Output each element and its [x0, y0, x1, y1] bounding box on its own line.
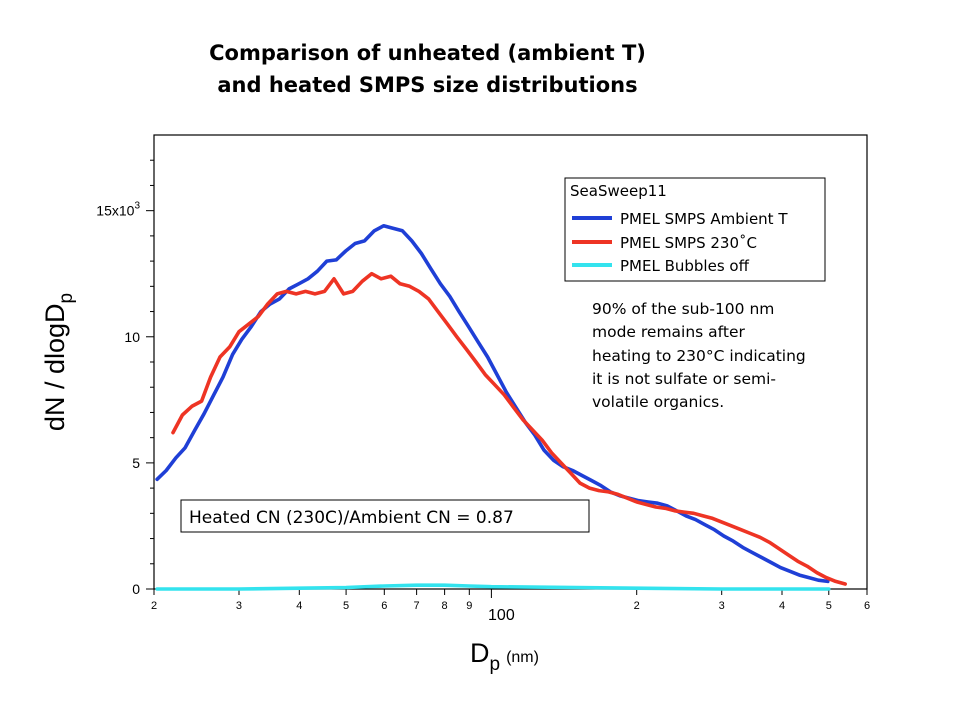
y-tick-label-text: 15x10 [96, 203, 134, 219]
x-axis-title-text: D [470, 638, 490, 668]
x-tick-label: 5 [826, 600, 832, 612]
x-axis-title: Dp (nm) [470, 638, 539, 675]
x-tick-label: 2 [151, 600, 157, 612]
ratio-box-text: Heated CN (230C)/Ambient CN = 0.87 [189, 508, 514, 528]
x-tick-label: 3 [236, 600, 242, 612]
x-tick-label: 5 [343, 600, 349, 612]
series-line-heated [171, 271, 848, 586]
legend: SeaSweep11 PMEL SMPS Ambient T PMEL SMPS… [564, 177, 826, 282]
series-layer [155, 224, 848, 591]
y-tick-label-text: 5 [132, 455, 140, 471]
svg-text:dN / dlogDp: dN / dlogDp [40, 293, 77, 431]
title-line-2: and heated SMPS size distributions [217, 72, 638, 97]
x-tick-label: 100 [488, 607, 515, 624]
y-tick-label: 5 [132, 455, 140, 471]
y-axis-title: dN / dlogDp [40, 293, 77, 431]
y-tick-label: 10 [124, 329, 140, 345]
legend-label-heated: PMEL SMPS 230˚C [620, 234, 757, 252]
x-tick-label: 9 [466, 600, 472, 612]
title-line-1: Comparison of unheated (ambient T) [209, 41, 646, 65]
y-tick-label-sup: 3 [134, 201, 140, 212]
ratio-box: Heated CN (230C)/Ambient CN = 0.87 [180, 499, 590, 533]
annotation-text: 90% of the sub-100 nm mode remains after… [592, 300, 806, 411]
y-axis-title-text: dN / dlogD [40, 304, 70, 432]
series-line-bubbles [155, 583, 831, 591]
y-tick-label: 15x103 [96, 201, 140, 219]
y-axis-title-sub: p [56, 293, 77, 304]
y-tick-label: 0 [132, 581, 140, 597]
x-tick-label: 3 [719, 600, 725, 612]
x-tick-label: 4 [779, 600, 785, 612]
ratio-box-frame [180, 499, 590, 533]
x-tick-label: 6 [381, 600, 387, 612]
legend-title: SeaSweep11 [570, 182, 667, 200]
x-tick-label: 8 [442, 600, 448, 612]
x-axis-title-sub: p [490, 654, 501, 675]
legend-label-ambient: PMEL SMPS Ambient T [620, 210, 788, 228]
slide-title: Comparison of unheated (ambient T) and h… [60, 38, 795, 101]
x-tick-label: 7 [414, 600, 420, 612]
x-tick-label: 4 [296, 600, 302, 612]
legend-label-bubbles: PMEL Bubbles off [620, 257, 750, 275]
y-tick-label-text: 0 [132, 581, 140, 597]
x-axis-title-unit: (nm) [506, 649, 539, 666]
y-tick-label-text: 10 [124, 329, 140, 345]
x-tick-label: 2 [634, 600, 640, 612]
x-tick-label: 6 [864, 600, 870, 612]
